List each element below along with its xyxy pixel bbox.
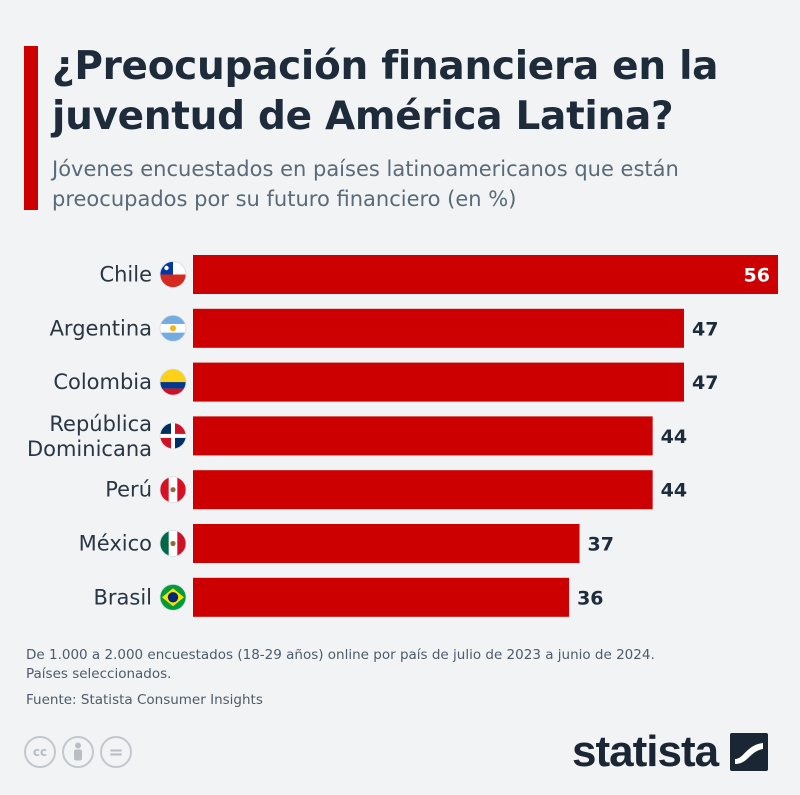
value-label: 37: [588, 534, 614, 556]
category-label: Brasil: [93, 585, 152, 609]
bar-colombia: [193, 362, 684, 402]
value-label: 44: [661, 426, 687, 448]
value-label: 44: [661, 480, 687, 502]
peru-flag-icon: [159, 476, 187, 504]
subtitle-line-1: Jóvenes encuestados en países latinoamer…: [52, 157, 679, 181]
brazil-flag-icon: [159, 583, 187, 611]
bar-perú: [193, 470, 653, 510]
chart-subtitle: Jóvenes encuestados en países latinoamer…: [52, 154, 782, 214]
attribution-person-icon[interactable]: [62, 736, 94, 768]
bar-república-dominicana: [193, 416, 653, 456]
statista-brand[interactable]: statista: [572, 727, 769, 777]
footnote-line-1: De 1.000 a 2.000 encuestados (18-29 años…: [26, 647, 655, 663]
colombia-flag-icon: [159, 368, 187, 396]
category-label: Perú: [105, 478, 152, 502]
value-label: 36: [577, 587, 603, 609]
title-line-2: juventud de América Latina?: [52, 94, 674, 139]
subtitle-line-2: preocupados por su futuro financiero (en…: [52, 187, 517, 211]
title-line-1: ¿Preocupación financiera en la: [52, 44, 719, 89]
category-label: Chile: [99, 263, 152, 287]
source-text: Fuente: Statista Consumer Insights: [26, 692, 263, 708]
category-label: República Dominicana: [27, 412, 152, 461]
chile-flag-icon: [159, 261, 187, 288]
dominican-republic-flag-icon: [159, 422, 187, 450]
brand-name: statista: [572, 727, 719, 776]
chart-title: ¿Preocupación financiera en la juventud …: [52, 42, 782, 142]
footnote: De 1.000 a 2.000 encuestados (18-29 años…: [26, 646, 786, 710]
statista-logo-icon: [730, 733, 769, 771]
title-accent-bar: [24, 46, 38, 210]
bar-chart: 56 Chile 47 Argentina 47 Colombia 44 República D…: [27, 255, 778, 617]
creative-commons-icon[interactable]: cc: [24, 736, 56, 768]
category-label: Argentina: [50, 316, 152, 340]
footnote-line-2: Países seleccionados.: [26, 666, 172, 682]
bar-brasil: [193, 577, 570, 617]
value-label: 47: [692, 372, 718, 394]
license-icons: cc =: [24, 736, 132, 768]
argentina-flag-icon: [159, 314, 187, 342]
category-label: Colombia: [53, 370, 152, 394]
no-derivatives-icon[interactable]: =: [100, 736, 132, 768]
category-label: México: [79, 532, 152, 556]
value-label: 56: [744, 265, 770, 287]
bar-argentina: [193, 308, 684, 348]
value-label: 47: [692, 318, 718, 340]
bar-chile: [193, 255, 778, 294]
mexico-flag-icon: [159, 530, 187, 557]
bar-méxico: [193, 524, 580, 563]
